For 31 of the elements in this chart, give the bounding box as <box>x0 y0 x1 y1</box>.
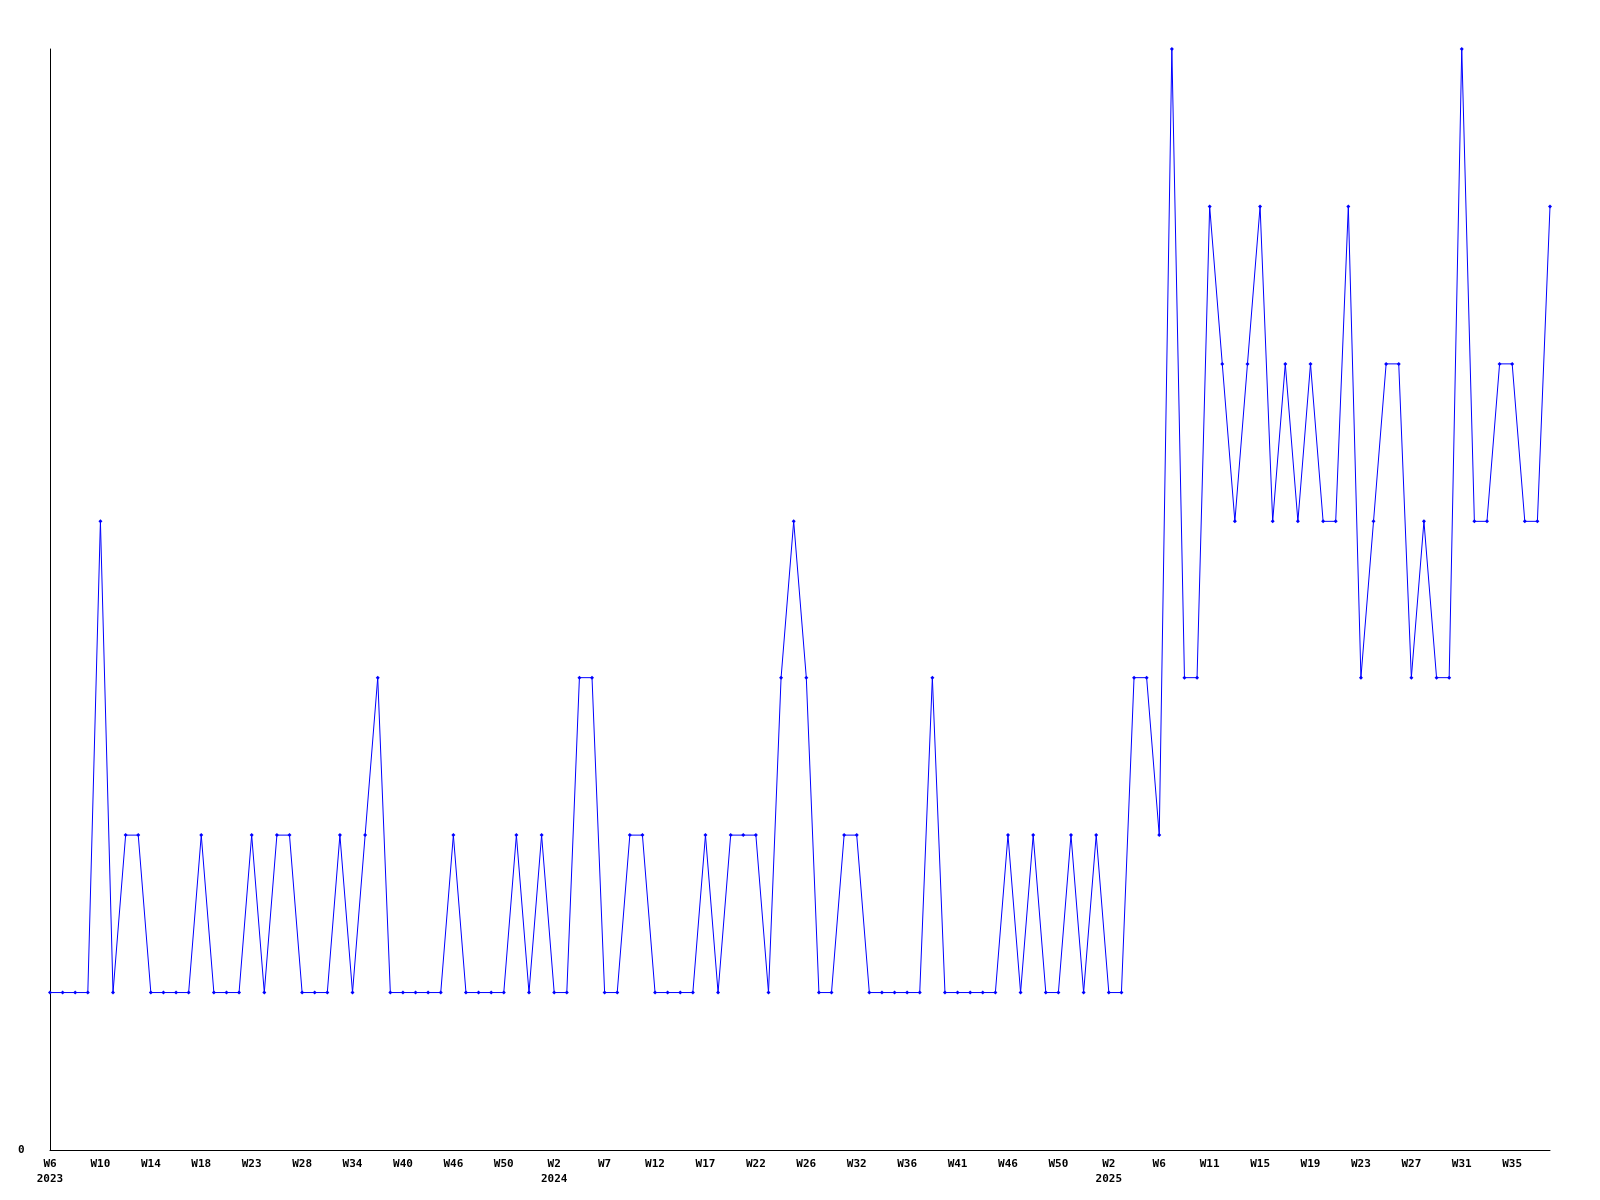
x-tick-label: W11 <box>1199 1157 1220 1170</box>
x-tick-label: W19 <box>1300 1157 1321 1170</box>
x-tick-label: W35 <box>1502 1157 1523 1170</box>
x-tick-label: W7 <box>598 1157 612 1170</box>
x-tick-label: W12 <box>645 1157 665 1170</box>
x-tick-label: W41 <box>947 1157 968 1170</box>
x-tick-label: W15 <box>1250 1157 1271 1170</box>
x-tick-label: W28 <box>292 1157 313 1170</box>
x-tick-label: W17 <box>695 1157 716 1170</box>
x-tick-label: W40 <box>393 1157 413 1170</box>
x-tick-label: W14 <box>140 1157 162 1170</box>
x-tick-label: W36 <box>897 1157 918 1170</box>
x-tick-label: W50 <box>1048 1157 1069 1170</box>
x-tick-label: W10 <box>90 1157 111 1170</box>
x-tick-label: W18 <box>191 1157 212 1170</box>
x-tick-label: W31 <box>1451 1157 1473 1170</box>
x-tick-label: W2 2024 <box>540 1157 568 1185</box>
x-tick-label: W23 <box>1350 1157 1371 1170</box>
x-tick-label: W22 <box>745 1157 766 1170</box>
x-tick-label: W46 <box>998 1157 1019 1170</box>
x-tick-label: W50 <box>493 1157 514 1170</box>
x-tick-label: W46 <box>443 1157 464 1170</box>
x-tick-label: W32 <box>846 1157 867 1170</box>
x-tick-label: W23 <box>241 1157 262 1170</box>
x-tick-label: W26 <box>796 1157 817 1170</box>
x-tick-label: W6 <box>1152 1157 1167 1170</box>
x-tick-label: W2 2025 <box>1095 1157 1123 1185</box>
x-tick-label: W27 <box>1401 1157 1422 1170</box>
x-tick-label: W6 2023 <box>36 1157 64 1185</box>
text: 0 <box>18 1143 25 1156</box>
x-tick-label: W34 <box>342 1157 363 1170</box>
